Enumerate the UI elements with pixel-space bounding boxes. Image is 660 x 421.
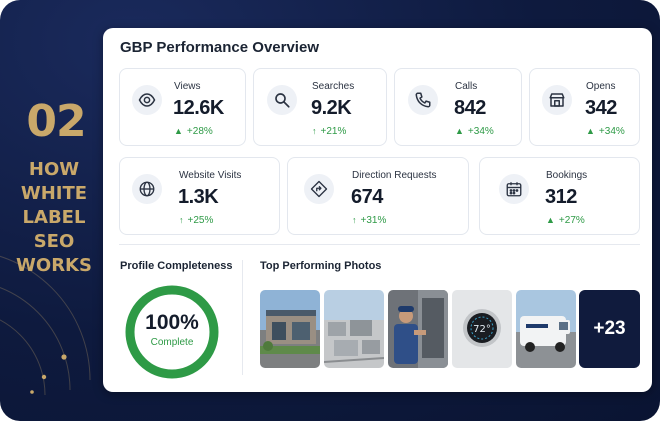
phone-icon — [408, 85, 438, 115]
metric-label: Views — [174, 81, 201, 92]
metric-card-website-visits[interactable]: Website Visits 1.3K ↑ +25% — [119, 157, 280, 235]
profile-completeness-value: 100% — [145, 311, 199, 334]
profile-completeness-title: Profile Completeness — [120, 260, 233, 272]
step-title: HOW WHITE LABEL SEO WORKS — [6, 158, 102, 278]
metric-change: ▲ +34% — [455, 126, 494, 137]
globe-icon — [132, 174, 162, 204]
metric-change: ↑ +21% — [312, 126, 346, 137]
rooftop-hvac-photo[interactable] — [324, 290, 384, 368]
metric-card-calls[interactable]: Calls 842 ▲ +34% — [394, 68, 522, 146]
metric-label: Website Visits — [179, 170, 242, 181]
profile-completeness-ring — [125, 285, 219, 379]
metric-change: ↑ +25% — [179, 215, 213, 226]
metric-change: ↑ +31% — [352, 215, 386, 226]
metric-label: Calls — [455, 81, 478, 92]
metric-label: Bookings — [546, 170, 588, 181]
step-title-line: WORKS — [16, 255, 92, 276]
up-triangle-icon: ▲ — [455, 126, 464, 136]
technician-photo[interactable] — [388, 290, 448, 368]
up-arrow-icon: ↑ — [179, 215, 184, 225]
metric-change: ▲ +28% — [174, 126, 213, 137]
top-photos-title: Top Performing Photos — [260, 260, 382, 272]
metric-card-bookings[interactable]: Bookings 312 ▲ +27% — [479, 157, 640, 235]
step-number: 02 — [26, 96, 86, 147]
up-triangle-icon: ▲ — [174, 126, 183, 136]
step-title-line: LABEL — [22, 207, 86, 228]
up-triangle-icon: ▲ — [546, 215, 555, 225]
step-title-line: WHITE — [20, 183, 88, 204]
metric-change-value: +31% — [360, 215, 387, 226]
metric-value: 842 — [454, 97, 486, 119]
up-triangle-icon: ▲ — [586, 126, 595, 136]
up-arrow-icon: ↑ — [352, 215, 357, 225]
metric-card-searches[interactable]: Searches 9.2K ↑ +21% — [253, 68, 387, 146]
metric-value: 12.6K — [173, 97, 224, 119]
step-title-line: SEO — [33, 231, 75, 252]
metric-value: 342 — [585, 97, 617, 119]
calendar-icon — [499, 174, 529, 204]
up-arrow-icon: ↑ — [312, 126, 317, 136]
panel-title: GBP Performance Overview — [120, 39, 319, 56]
search-icon — [267, 85, 297, 115]
metric-label: Searches — [312, 81, 355, 92]
metric-change-value: +34% — [467, 126, 494, 137]
thermostat-photo[interactable]: 72° — [452, 290, 512, 368]
storefront-photo[interactable] — [260, 290, 320, 368]
metric-value: 312 — [545, 186, 577, 208]
metric-label: Direction Requests — [352, 170, 437, 181]
profile-completeness-status: Complete — [150, 337, 194, 348]
storefront-icon — [542, 85, 572, 115]
metric-change-value: +21% — [320, 126, 347, 137]
column-divider — [242, 260, 243, 375]
ring-progress-arc — [125, 285, 219, 379]
gbp-performance-panel: GBP Performance Overview Views 12.6K ▲ +2… — [103, 28, 652, 392]
metric-value: 1.3K — [178, 186, 219, 208]
metric-change-value: +34% — [598, 126, 625, 137]
section-divider — [119, 244, 640, 245]
metric-change-value: +27% — [558, 215, 585, 226]
metric-value: 9.2K — [311, 97, 352, 119]
metric-change-value: +25% — [187, 215, 214, 226]
metric-change: ▲ +27% — [546, 215, 585, 226]
directions-icon — [304, 174, 334, 204]
metric-card-direction-requests[interactable]: Direction Requests 674 ↑ +31% — [287, 157, 469, 235]
more-photos-button[interactable]: +23 — [579, 290, 640, 368]
metric-label: Opens — [586, 81, 616, 92]
service-van-photo[interactable] — [516, 290, 576, 368]
metric-change: ▲ +34% — [586, 126, 625, 137]
metric-card-views[interactable]: Views 12.6K ▲ +28% — [119, 68, 246, 146]
metric-change-value: +28% — [186, 126, 213, 137]
eye-icon — [132, 85, 162, 115]
step-title-line: HOW — [28, 159, 80, 180]
metric-card-opens[interactable]: Opens 342 ▲ +34% — [529, 68, 640, 146]
svg-text:72°: 72° — [473, 324, 491, 335]
metric-value: 674 — [351, 186, 383, 208]
